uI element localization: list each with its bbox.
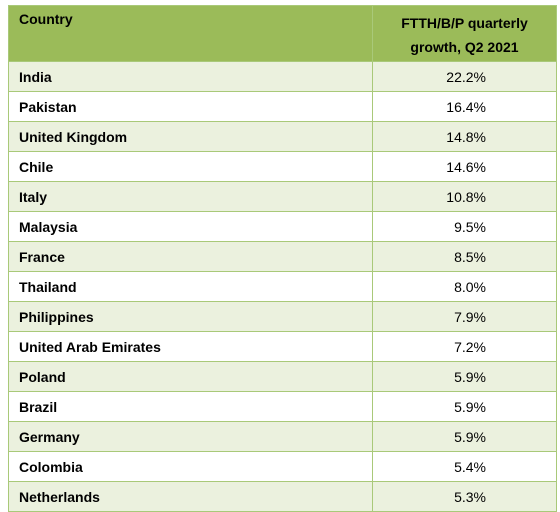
- table-header-row: Country FTTH/B/P quarterly growth, Q2 20…: [8, 5, 557, 62]
- growth-value-cell: 14.6%: [372, 151, 557, 182]
- growth-value-cell: 22.2%: [372, 61, 557, 92]
- growth-value-cell: 5.9%: [372, 391, 557, 422]
- country-cell: Chile: [8, 151, 373, 182]
- growth-value-cell: 14.8%: [372, 121, 557, 152]
- growth-value-cell: 9.5%: [372, 211, 557, 242]
- growth-value-cell: 10.8%: [372, 181, 557, 212]
- country-cell: India: [8, 61, 373, 92]
- table-row: Malaysia 9.5%: [8, 211, 557, 242]
- growth-value-cell: 16.4%: [372, 91, 557, 122]
- table-row: Netherlands 5.3%: [8, 481, 557, 512]
- growth-value-cell: 7.9%: [372, 301, 557, 332]
- table-row: France 8.5%: [8, 241, 557, 272]
- table-row: India 22.2%: [8, 61, 557, 92]
- country-cell: United Kingdom: [8, 121, 373, 152]
- country-cell: Philippines: [8, 301, 373, 332]
- header-growth-line2: growth, Q2 2021: [410, 39, 519, 55]
- country-cell: Italy: [8, 181, 373, 212]
- table-row: Thailand 8.0%: [8, 271, 557, 302]
- table-row: Chile 14.6%: [8, 151, 557, 182]
- table-row: Brazil 5.9%: [8, 391, 557, 422]
- country-cell: Colombia: [8, 451, 373, 482]
- country-cell: Germany: [8, 421, 373, 452]
- table-row: United Arab Emirates 7.2%: [8, 331, 557, 362]
- table-row: Germany 5.9%: [8, 421, 557, 452]
- table-row: Poland 5.9%: [8, 361, 557, 392]
- growth-value-cell: 5.3%: [372, 481, 557, 512]
- country-cell: France: [8, 241, 373, 272]
- table-row: Philippines 7.9%: [8, 301, 557, 332]
- country-cell: Brazil: [8, 391, 373, 422]
- growth-value-cell: 8.5%: [372, 241, 557, 272]
- header-country: Country: [8, 5, 373, 62]
- growth-value-cell: 5.9%: [372, 421, 557, 452]
- country-cell: Poland: [8, 361, 373, 392]
- table-row: Italy 10.8%: [8, 181, 557, 212]
- country-cell: Netherlands: [8, 481, 373, 512]
- growth-value-cell: 7.2%: [372, 331, 557, 362]
- growth-value-cell: 5.4%: [372, 451, 557, 482]
- country-cell: Malaysia: [8, 211, 373, 242]
- header-growth: FTTH/B/P quarterly growth, Q2 2021: [372, 5, 557, 62]
- header-growth-line1: FTTH/B/P quarterly: [401, 15, 528, 31]
- country-cell: Pakistan: [8, 91, 373, 122]
- country-cell: Thailand: [8, 271, 373, 302]
- table-row: Colombia 5.4%: [8, 451, 557, 482]
- growth-value-cell: 8.0%: [372, 271, 557, 302]
- country-cell: United Arab Emirates: [8, 331, 373, 362]
- table-body: India 22.2% Pakistan 16.4% United Kingdom 14.…: [8, 61, 557, 512]
- table-row: Pakistan 16.4%: [8, 91, 557, 122]
- table-row: United Kingdom 14.8%: [8, 121, 557, 152]
- growth-value-cell: 5.9%: [372, 361, 557, 392]
- growth-table: Country FTTH/B/P quarterly growth, Q2 20…: [8, 5, 557, 512]
